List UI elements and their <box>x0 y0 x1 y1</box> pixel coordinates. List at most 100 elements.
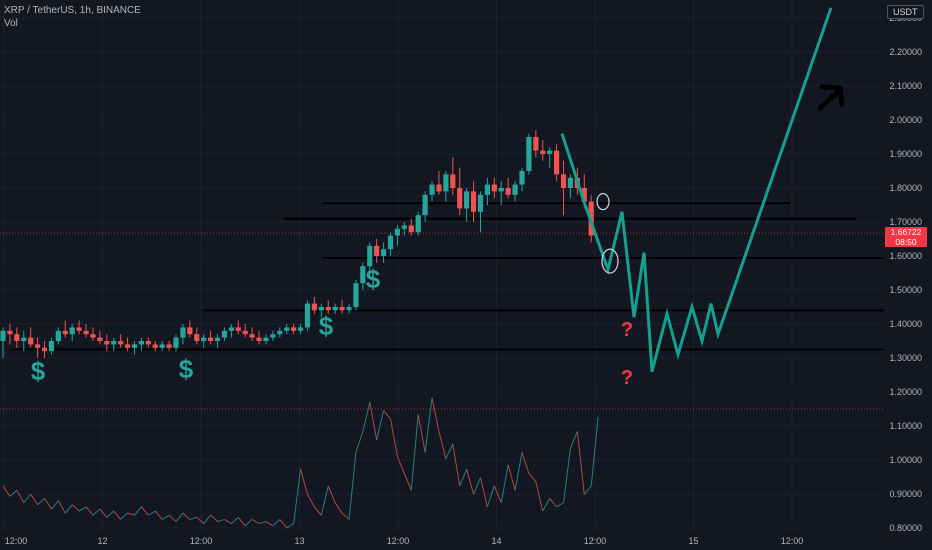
candle <box>533 130 539 158</box>
currency-badge[interactable]: USDT <box>887 5 924 19</box>
volume-segment <box>535 481 544 512</box>
volume-segment <box>583 485 592 495</box>
projection-path[interactable] <box>560 7 833 372</box>
volume-segment <box>51 500 59 510</box>
price-tick-label: 1.70000 <box>889 217 922 227</box>
volume-segment <box>141 506 149 516</box>
volume-segment <box>507 464 516 491</box>
candle <box>540 140 546 161</box>
candle <box>166 341 172 352</box>
volume-segment <box>92 508 101 516</box>
candle <box>90 327 96 341</box>
time-tick-label: 13 <box>294 536 304 546</box>
price-axis[interactable]: 2.300002.200002.100002.000001.900001.800… <box>884 0 932 533</box>
dollar-sign-annotation[interactable]: $ <box>31 356 46 386</box>
candle <box>201 334 207 348</box>
volume-segment <box>390 418 398 457</box>
candle <box>256 330 262 345</box>
volume-segment <box>168 514 177 522</box>
candle <box>7 324 13 345</box>
candle <box>325 300 331 314</box>
annotations[interactable]: $ $ $ $?? <box>31 264 633 389</box>
candle <box>512 181 518 202</box>
candle <box>48 337 55 355</box>
volume-segment <box>300 469 308 495</box>
volume-segment <box>134 506 142 516</box>
volume-segment <box>272 519 281 527</box>
price-tick-label: 2.00000 <box>889 115 922 125</box>
projection-line[interactable] <box>560 7 833 372</box>
dollar-sign-annotation[interactable]: $ <box>179 354 194 384</box>
time-axis[interactable]: 12:00 12 12:00 13 12:00 14 12:00 15 12:00 <box>5 536 804 546</box>
volume-segment <box>106 510 115 518</box>
highlight-circle[interactable] <box>596 193 610 211</box>
candle <box>277 327 283 338</box>
candle <box>124 337 131 352</box>
question-mark-annotation[interactable]: ? <box>621 367 633 389</box>
candle <box>387 232 394 256</box>
volume-segment <box>182 512 191 520</box>
candle <box>152 341 158 352</box>
volume-segment <box>348 452 357 520</box>
volume-segment <box>71 504 80 512</box>
volume-segment <box>154 510 163 520</box>
candle <box>381 242 387 263</box>
volume-segment <box>410 414 419 491</box>
question-mark-annotation[interactable]: ? <box>621 319 633 341</box>
candle <box>436 171 442 195</box>
candle <box>41 341 48 358</box>
volume-segment <box>334 502 343 514</box>
volume-segment <box>500 464 509 503</box>
candle <box>339 300 345 314</box>
volume-segment <box>37 498 45 506</box>
volume-segment <box>189 516 197 520</box>
volume-segment <box>161 514 170 520</box>
volume-segment <box>486 485 495 508</box>
volume-segment <box>569 431 578 449</box>
candle <box>69 324 75 341</box>
volume-segment <box>341 512 350 520</box>
symbol-title: XRP / TetherUS, 1h, BINANCE <box>4 5 141 16</box>
price-tick-label: 1.90000 <box>889 149 922 159</box>
volume-segment <box>438 431 447 459</box>
volume-segment <box>493 485 502 503</box>
dollar-sign-annotation[interactable]: $ <box>319 311 334 341</box>
candle <box>353 279 359 311</box>
candle <box>318 303 324 318</box>
volume-segment <box>528 473 537 483</box>
highlight-circles[interactable] <box>596 193 619 274</box>
price-tick-label: 1.80000 <box>889 183 922 193</box>
dollar-sign-annotation[interactable]: $ <box>366 264 381 294</box>
candle <box>519 167 525 192</box>
volume-segment <box>217 518 225 523</box>
candle <box>505 177 511 199</box>
volume-segment <box>362 402 371 432</box>
arrow-icon[interactable] <box>817 84 845 111</box>
arrow-head <box>819 84 845 107</box>
volume-segment <box>286 523 294 529</box>
volume-segment <box>431 397 440 432</box>
price-tick-label: 1.50000 <box>889 285 922 295</box>
time-tick-label: 12:00 <box>584 536 607 546</box>
volume-segment <box>210 514 218 522</box>
candle <box>208 330 214 345</box>
highlight-circle[interactable] <box>601 248 619 274</box>
candle <box>270 330 276 341</box>
volume-segment <box>113 510 122 520</box>
volume-segment <box>231 516 239 524</box>
candle <box>346 303 352 314</box>
candle <box>311 296 317 314</box>
candle <box>443 171 449 202</box>
volume-segment <box>327 485 336 503</box>
volume-segment <box>459 468 468 487</box>
volume-segment <box>244 519 253 527</box>
candle <box>560 160 567 216</box>
time-tick-label: 12:00 <box>190 536 213 546</box>
candle <box>477 191 484 233</box>
candle <box>429 181 435 202</box>
volume-segment <box>175 512 184 522</box>
volume-segment <box>23 493 32 504</box>
volume-segment <box>403 473 412 491</box>
